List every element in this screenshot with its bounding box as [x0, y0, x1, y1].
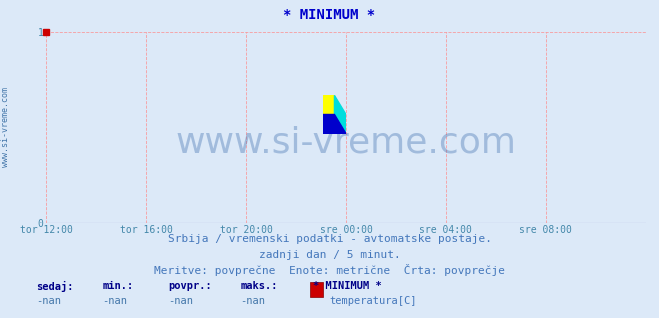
Text: temperatura[C]: temperatura[C]: [330, 296, 417, 306]
Text: -nan: -nan: [241, 296, 266, 306]
Text: -nan: -nan: [168, 296, 193, 306]
Text: povpr.:: povpr.:: [168, 281, 212, 291]
Polygon shape: [323, 95, 335, 114]
Text: www.si-vreme.com: www.si-vreme.com: [175, 126, 517, 159]
Text: sedaj:: sedaj:: [36, 281, 74, 293]
Text: www.si-vreme.com: www.si-vreme.com: [1, 87, 10, 167]
Text: * MINIMUM *: * MINIMUM *: [283, 8, 376, 22]
Text: maks.:: maks.:: [241, 281, 278, 291]
Text: * MINIMUM *: * MINIMUM *: [313, 281, 382, 291]
Polygon shape: [323, 114, 346, 134]
Text: Srbija / vremenski podatki - avtomatske postaje.: Srbija / vremenski podatki - avtomatske …: [167, 234, 492, 244]
Polygon shape: [335, 95, 346, 134]
Text: -nan: -nan: [36, 296, 61, 306]
Text: Meritve: povprečne  Enote: metrične  Črta: povprečje: Meritve: povprečne Enote: metrične Črta:…: [154, 264, 505, 276]
Text: min.:: min.:: [102, 281, 133, 291]
Text: -nan: -nan: [102, 296, 127, 306]
Text: zadnji dan / 5 minut.: zadnji dan / 5 minut.: [258, 250, 401, 259]
